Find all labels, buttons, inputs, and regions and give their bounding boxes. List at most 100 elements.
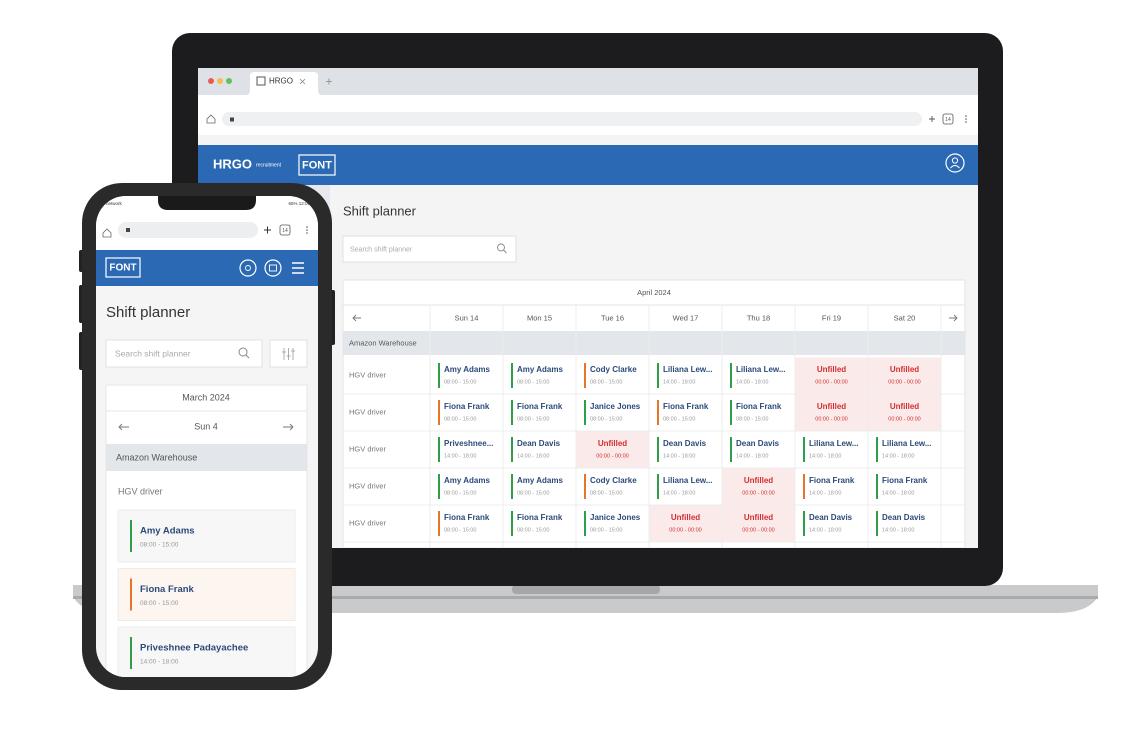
shift-name: Janice Jones <box>590 513 641 522</box>
shift-cell[interactable]: Liliana Lew... 14:00 - 18:00 <box>657 474 713 499</box>
shift-name: Fiona Frank <box>517 402 563 411</box>
shift-cell[interactable]: Fiona Frank 08:00 - 15:00 <box>730 400 782 425</box>
next-arrow[interactable] <box>283 423 294 431</box>
home-icon[interactable] <box>102 228 112 238</box>
shift-cell[interactable]: Unfilled 00:00 - 00:00 <box>722 468 795 505</box>
prev-arrow[interactable] <box>118 423 129 431</box>
shift-name: Liliana Lew... <box>882 439 932 448</box>
shift-cell[interactable]: Unfilled 00:00 - 00:00 <box>868 357 941 394</box>
group-label: Amazon Warehouse <box>116 452 197 462</box>
search-placeholder: Search shift planner <box>115 348 191 358</box>
shift-card[interactable]: Priveshnee Padayachee 14:00 - 18:00 <box>117 626 296 679</box>
shift-cell[interactable]: Fiona Frank 14:00 - 18:00 <box>876 474 928 499</box>
add-icon[interactable] <box>264 226 271 234</box>
shift-cell[interactable]: Dean Davis 14:00 - 18:00 <box>803 511 853 536</box>
shift-cell[interactable]: Liliana Lew... 14:00 - 18:00 <box>657 363 713 388</box>
shift-cell[interactable]: Dean Davis 14:00 - 18:00 <box>876 511 926 536</box>
shift-cell[interactable]: Liliana Lew... 14:00 - 18:00 <box>876 437 932 462</box>
shift-time: 14:00 - 18:00 <box>517 453 549 459</box>
shift-cell[interactable]: Unfilled 00:00 - 00:00 <box>868 394 941 431</box>
shift-cell[interactable]: Liliana Lew... 14:00 - 18:00 <box>803 437 859 462</box>
home-icon[interactable] <box>206 114 216 124</box>
logo-sub: recruitment <box>256 162 282 168</box>
shift-cell[interactable]: Dean Davis 14:00 - 18:00 <box>657 437 707 462</box>
window-dot <box>226 78 232 84</box>
address-bar[interactable] <box>118 222 258 238</box>
brand-box <box>298 154 336 176</box>
unfilled-bg <box>795 357 868 394</box>
profile-icon[interactable] <box>945 153 965 173</box>
tab-title: HRGO <box>269 77 293 86</box>
shift-card[interactable]: Amy Adams 08:00 - 15:00 <box>117 509 296 563</box>
next-arrow[interactable] <box>949 314 958 322</box>
shift-time: 00:00 - 00:00 <box>742 527 774 533</box>
shift-bar <box>876 437 878 462</box>
shift-cell[interactable]: Janice Jones 08:00 - 15:00 <box>584 511 641 536</box>
shift-name: Amy Adams <box>140 526 195 537</box>
shift-name: Unfilled <box>817 365 846 374</box>
role-label: HGV driver <box>118 486 163 496</box>
shift-cell[interactable]: Amy Adams 08:00 - 15:00 <box>511 474 563 499</box>
shift-name: Fiona Frank <box>444 402 490 411</box>
shift-cell[interactable]: Unfilled 00:00 - 00:00 <box>722 505 795 542</box>
shift-cell[interactable]: Unfilled 00:00 - 00:00 <box>795 357 868 394</box>
shift-bar <box>730 363 732 388</box>
search-icon[interactable] <box>239 259 257 277</box>
status-right: 65% 12:00 <box>288 201 310 206</box>
shift-cell[interactable]: Unfilled 00:00 - 00:00 <box>795 394 868 431</box>
shift-cell[interactable]: Janice Jones 08:00 - 15:00 <box>584 400 641 425</box>
shift-bar <box>730 400 732 425</box>
shift-cell[interactable]: Amy Adams 08:00 - 15:00 <box>438 363 490 388</box>
shift-cell[interactable]: Dean Davis 14:00 - 18:00 <box>730 437 780 462</box>
window-dot <box>208 78 214 84</box>
address-bar[interactable] <box>222 112 922 126</box>
shift-time: 14:00 - 18:00 <box>809 490 841 496</box>
add-icon[interactable] <box>929 116 935 122</box>
shift-bar <box>657 363 659 388</box>
shift-cell[interactable]: Dean Davis 14:00 - 18:00 <box>511 437 561 462</box>
prev-arrow[interactable] <box>352 314 361 322</box>
shift-cell[interactable]: Unfilled 00:00 - 00:00 <box>576 431 649 468</box>
shift-cell[interactable]: Liliana Lew... 14:00 - 18:00 <box>730 363 786 388</box>
shift-card[interactable]: Fiona Frank 08:00 - 15:00 <box>117 568 296 621</box>
window-dot <box>217 78 223 84</box>
shift-time: 14:00 - 18:00 <box>882 527 914 533</box>
message-icon[interactable] <box>264 259 282 277</box>
shift-cell[interactable]: Fiona Frank 08:00 - 15:00 <box>511 400 563 425</box>
shift-cell[interactable]: Cody Clarke 08:00 - 15:00 <box>584 363 637 388</box>
day-header: Thu 18 <box>747 313 770 322</box>
tab-counter[interactable] <box>279 224 291 236</box>
shift-cell[interactable]: Fiona Frank 08:00 - 15:00 <box>438 511 490 536</box>
day-header: Fri 19 <box>822 313 841 322</box>
shift-cell[interactable]: Fiona Frank 08:00 - 15:00 <box>438 400 490 425</box>
unfilled-bg <box>722 468 795 505</box>
shift-name: Unfilled <box>744 476 773 485</box>
shift-time: 14:00 - 18:00 <box>663 490 695 496</box>
tab-close[interactable] <box>299 78 306 85</box>
shift-cell[interactable]: Cody Clarke 08:00 - 15:00 <box>584 474 637 499</box>
shift-time: 08:00 - 15:00 <box>517 416 549 422</box>
shift-cell[interactable]: Fiona Frank 14:00 - 18:00 <box>803 474 855 499</box>
search-box[interactable] <box>342 235 517 263</box>
shift-cell[interactable]: Amy Adams 08:00 - 15:00 <box>438 474 490 499</box>
shift-cell[interactable]: Fiona Frank 08:00 - 15:00 <box>511 511 563 536</box>
shift-cell[interactable]: Priveshnee... 14:00 - 18:00 <box>438 437 493 462</box>
shift-cell[interactable]: Unfilled 00:00 - 00:00 <box>649 505 722 542</box>
search-icon[interactable] <box>497 243 505 252</box>
shift-cell[interactable]: Amy Adams 08:00 - 15:00 <box>511 363 563 388</box>
shift-name: Unfilled <box>817 402 846 411</box>
menu-icon[interactable] <box>292 262 304 274</box>
search-box[interactable] <box>105 339 263 368</box>
shift-name: Dean Davis <box>663 439 707 448</box>
unfilled-bg <box>722 505 795 542</box>
shift-name: Cody Clarke <box>590 365 637 374</box>
shift-time: 00:00 - 00:00 <box>888 416 920 422</box>
shift-time: 00:00 - 00:00 <box>888 379 920 385</box>
brand: FONT <box>109 263 136 274</box>
shift-cell[interactable]: Fiona Frank 08:00 - 15:00 <box>657 400 709 425</box>
shift-time: 00:00 - 00:00 <box>815 379 847 385</box>
card-bg <box>117 509 296 563</box>
new-tab[interactable] <box>326 78 332 85</box>
tab-counter[interactable] <box>942 113 954 125</box>
app-header <box>198 145 978 185</box>
